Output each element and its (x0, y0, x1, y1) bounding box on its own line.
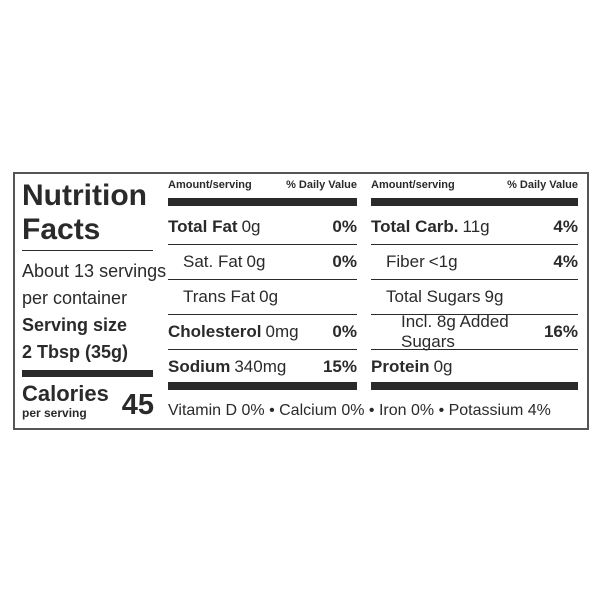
nutrient-amount: 0g (433, 357, 453, 376)
vitamins: Vitamin D 0% • Calcium 0% • Iron 0% • Po… (168, 402, 551, 419)
nutrient: Sat. Fat 0g (183, 252, 265, 272)
nutrient-name: Cholesterol (168, 322, 262, 341)
column-header: % Daily Value (286, 179, 357, 191)
nutrient-row: Fiber <1g 4% (386, 251, 578, 273)
divider (168, 244, 357, 245)
nutrient-row: Cholesterol 0mg 0% (168, 321, 357, 343)
servings: About 13 servings (22, 261, 167, 281)
calories: 45 (121, 389, 154, 421)
daily-value: 15% (322, 357, 357, 376)
nutrient: Protein 0g (371, 357, 452, 377)
divider (22, 250, 153, 251)
nutrient-amount: <1g (428, 252, 458, 271)
nutrient: Cholesterol 0mg (168, 322, 299, 342)
daily-value: 4% (553, 217, 578, 236)
daily-value: 0% (332, 252, 357, 271)
nutrient-row: Total Carb. 11g 4% (371, 216, 578, 238)
nutrient-row: Total Fat 0g 0% (168, 216, 357, 238)
divider (371, 198, 578, 206)
nutrient-row: Sodium 340mg 15% (168, 356, 357, 378)
nutrient: Total Fat 0g (168, 217, 261, 237)
nutrient-name: Total Sugars (386, 287, 481, 306)
divider (168, 314, 357, 315)
nutrient-amount: 0g (246, 252, 266, 271)
nutrient-row: Protein 0g (371, 356, 578, 378)
divider (168, 279, 357, 280)
nutrient-name: Protein (371, 357, 430, 376)
divider (168, 349, 357, 350)
divider (168, 382, 357, 390)
daily-value: 4% (553, 252, 578, 271)
divider (168, 198, 357, 206)
divider (22, 370, 153, 377)
nutrient-name: Fiber (386, 252, 425, 271)
nutrient: Trans Fat 0g (183, 287, 278, 307)
nutrient-name: Total Fat (168, 217, 238, 236)
nutrient-amount: 0g (259, 287, 279, 306)
servings: per container (22, 288, 128, 308)
divider (371, 382, 578, 390)
column-header: Amount/serving (168, 179, 252, 191)
nutrient-row: Trans Fat 0g (183, 286, 357, 308)
calories-sub: per serving (22, 406, 87, 420)
daily-value: 0% (332, 322, 357, 341)
nutrient-amount: 0g (241, 217, 261, 236)
daily-value: 0% (332, 217, 357, 236)
nutrient-name: Incl. 8g Added Sugars (401, 312, 509, 351)
nutrient-name: Trans Fat (183, 287, 256, 306)
daily-value: 16% (543, 322, 578, 341)
title: Facts (22, 213, 101, 246)
nutrient-row: Incl. 8g Added Sugars 16% (401, 312, 578, 351)
nutrient-amount: 11g (462, 217, 490, 236)
nutrient-name: Total Carb. (371, 217, 459, 236)
divider (371, 279, 578, 280)
nutrient: Total Sugars 9g (386, 287, 503, 307)
nutrient-row: Total Sugars 9g (386, 286, 578, 308)
nutrient-amount: 9g (484, 287, 504, 306)
title: Nutrition (22, 179, 147, 212)
nutrient: Fiber <1g (386, 252, 458, 272)
nutrient-amount: 0mg (265, 322, 299, 341)
serving-size-label: Serving size (22, 315, 128, 335)
nutrient: Total Carb. 11g (371, 217, 490, 237)
divider (371, 244, 578, 245)
nutrient-name: Sodium (168, 357, 231, 376)
nutrition-label (13, 172, 589, 430)
nutrient-amount: 340mg (234, 357, 287, 376)
calories-label: Calories (22, 381, 109, 406)
divider (371, 349, 578, 350)
serving-size: 2 Tbsp (35g) (22, 342, 129, 362)
column-header: Amount/serving (371, 179, 455, 191)
nutrient-name: Sat. Fat (183, 252, 243, 271)
nutrient-row: Sat. Fat 0g 0% (183, 251, 357, 273)
column-header: % Daily Value (507, 179, 578, 191)
nutrient: Sodium 340mg (168, 357, 286, 377)
nutrient: Incl. 8g Added Sugars (401, 312, 544, 352)
divider (371, 314, 578, 315)
